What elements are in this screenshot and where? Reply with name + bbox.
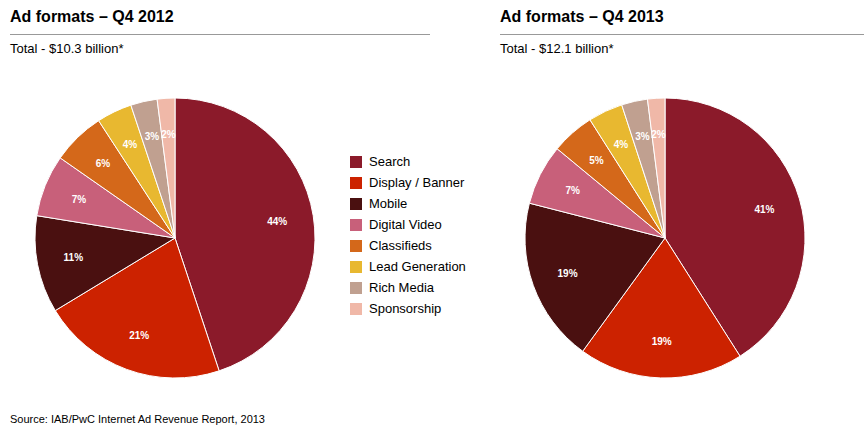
svg-text:7%: 7% xyxy=(72,194,87,205)
svg-text:41%: 41% xyxy=(754,204,774,215)
html-text:Sponsorship: Sponsorship xyxy=(369,301,442,316)
html-text:Mobile: Mobile xyxy=(369,196,408,211)
svg-text:11%: 11% xyxy=(64,252,84,263)
svg-text:7%: 7% xyxy=(565,185,580,196)
html-text:Lead Generation: Lead Generation xyxy=(369,259,466,274)
svg-text:4%: 4% xyxy=(123,139,138,150)
svg-text:2%: 2% xyxy=(161,129,176,140)
html-text:Ad formats – Q4 2012: Ad formats – Q4 2012 xyxy=(10,8,174,25)
svg-text:5%: 5% xyxy=(589,155,604,166)
html-text:Digital Video: Digital Video xyxy=(369,217,442,232)
html-text:Search: Search xyxy=(369,154,411,169)
html-text:Ad formats – Q4 2013: Ad formats – Q4 2013 xyxy=(500,8,664,25)
svg-text:2%: 2% xyxy=(651,129,666,140)
svg-text:19%: 19% xyxy=(558,268,578,279)
html-text:Total - $10.3 billion*: Total - $10.3 billion* xyxy=(10,41,124,56)
html-text:Classifieds: Classifieds xyxy=(369,238,432,253)
svg-text:44%: 44% xyxy=(267,216,287,227)
html-text:Rich Media: Rich Media xyxy=(369,280,434,295)
html-text:Display / Banner: Display / Banner xyxy=(369,175,465,190)
html-text:Source: IAB/PwC Internet Ad Re: Source: IAB/PwC Internet Ad Revenue Repo… xyxy=(10,413,265,425)
html-text:Total - $12.1 billion*: Total - $12.1 billion* xyxy=(500,41,614,56)
svg-text:4%: 4% xyxy=(614,139,629,150)
svg-text:3%: 3% xyxy=(635,131,650,142)
svg-text:6%: 6% xyxy=(96,158,111,169)
svg-text:3%: 3% xyxy=(145,131,160,142)
svg-text:19%: 19% xyxy=(652,336,672,347)
svg-text:21%: 21% xyxy=(129,330,149,341)
